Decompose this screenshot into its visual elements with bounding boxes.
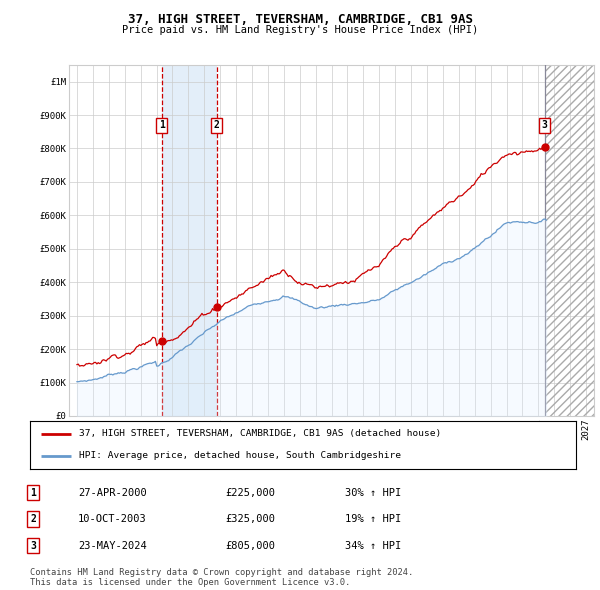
Text: 10-OCT-2003: 10-OCT-2003 (78, 514, 147, 524)
Text: 3: 3 (30, 541, 36, 550)
Text: 23-MAY-2024: 23-MAY-2024 (78, 541, 147, 550)
Text: Contains HM Land Registry data © Crown copyright and database right 2024.
This d: Contains HM Land Registry data © Crown c… (30, 568, 413, 587)
Text: Price paid vs. HM Land Registry's House Price Index (HPI): Price paid vs. HM Land Registry's House … (122, 25, 478, 35)
Text: 1: 1 (158, 120, 164, 130)
Text: 2: 2 (214, 120, 220, 130)
Text: 30% ↑ HPI: 30% ↑ HPI (345, 488, 401, 497)
Bar (161, 65, 217, 416)
Text: 37, HIGH STREET, TEVERSHAM, CAMBRIDGE, CB1 9AS (detached house): 37, HIGH STREET, TEVERSHAM, CAMBRIDGE, C… (79, 430, 442, 438)
Text: £225,000: £225,000 (225, 488, 275, 497)
Text: £325,000: £325,000 (225, 514, 275, 524)
Bar (545, 65, 594, 416)
Text: HPI: Average price, detached house, South Cambridgeshire: HPI: Average price, detached house, Sout… (79, 451, 401, 460)
Text: 27-APR-2000: 27-APR-2000 (78, 488, 147, 497)
Text: 1: 1 (30, 488, 36, 497)
Bar (545, 65, 594, 416)
Text: 3: 3 (542, 120, 547, 130)
Text: 19% ↑ HPI: 19% ↑ HPI (345, 514, 401, 524)
Text: £805,000: £805,000 (225, 541, 275, 550)
Text: 2: 2 (30, 514, 36, 524)
Text: 34% ↑ HPI: 34% ↑ HPI (345, 541, 401, 550)
Text: 37, HIGH STREET, TEVERSHAM, CAMBRIDGE, CB1 9AS: 37, HIGH STREET, TEVERSHAM, CAMBRIDGE, C… (128, 13, 473, 26)
